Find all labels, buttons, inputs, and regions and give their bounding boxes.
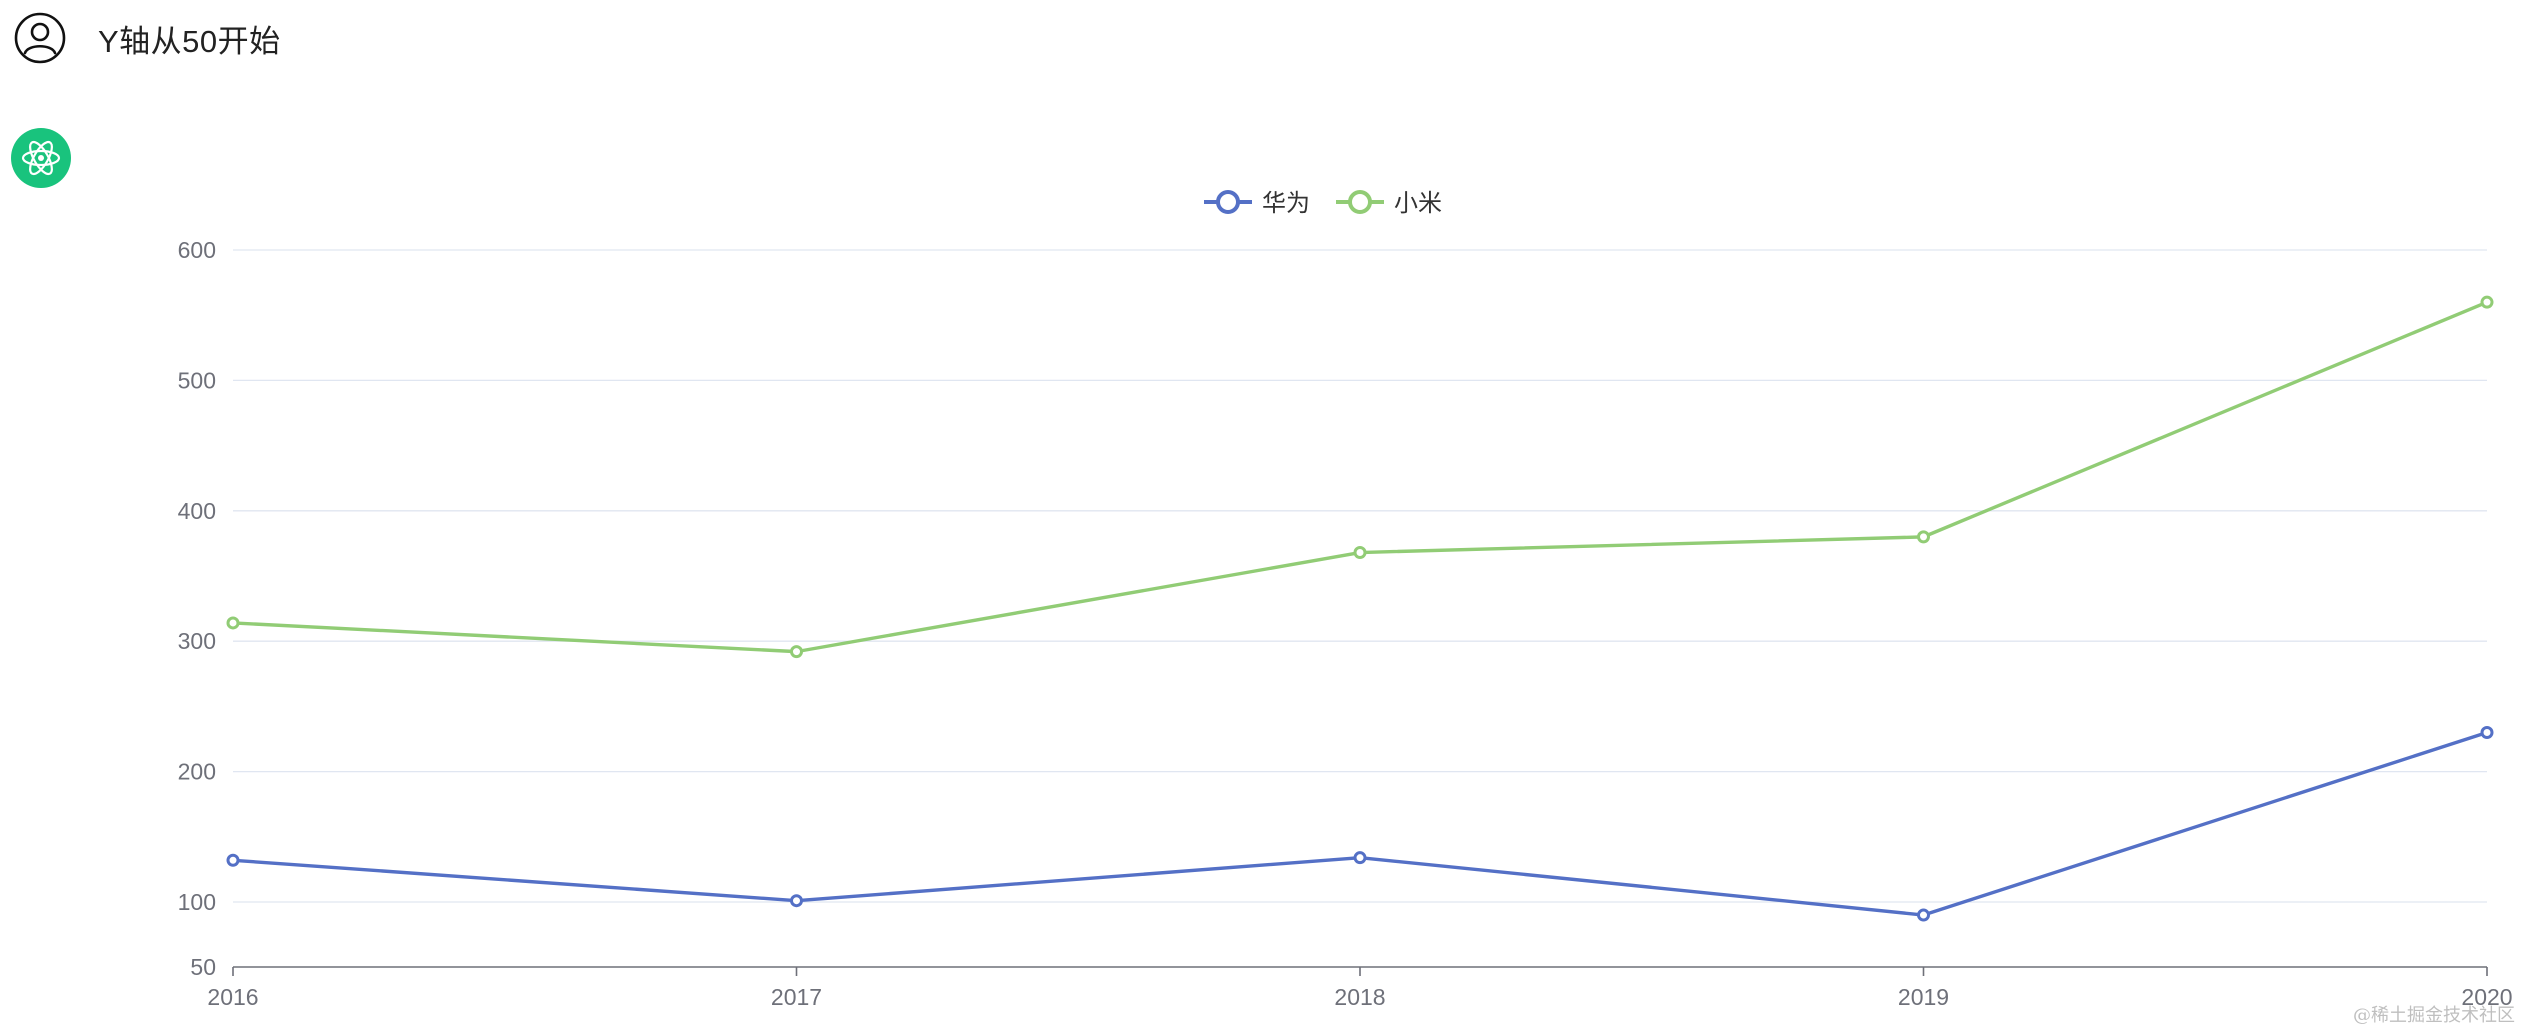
legend-label-0[interactable]: 华为	[1262, 190, 1310, 217]
data-point[interactable]	[790, 894, 803, 908]
data-point[interactable]	[2480, 295, 2494, 309]
y-tick-label: 600	[178, 237, 216, 263]
y-tick-label: 300	[178, 628, 216, 654]
legend-marker-1[interactable]	[1348, 190, 1372, 214]
data-point[interactable]	[1353, 851, 1367, 865]
user-prompt-text: Y轴从50开始	[98, 23, 281, 59]
data-point[interactable]	[1917, 530, 1930, 544]
x-tick-label: 2018	[1334, 984, 1385, 1010]
y-tick-label: 500	[178, 367, 216, 393]
data-point[interactable]	[790, 645, 803, 659]
y-tick-label: 200	[178, 759, 216, 785]
assistant-avatar	[11, 128, 71, 188]
user-circle-icon	[14, 12, 66, 64]
user-message: Y轴从50开始	[14, 12, 281, 64]
x-tick-label: 2016	[207, 984, 258, 1010]
data-point[interactable]	[226, 616, 240, 630]
x-tick-label: 2019	[1898, 984, 1949, 1010]
x-tick-label: 2020	[2461, 984, 2512, 1010]
data-point[interactable]	[2480, 725, 2494, 739]
data-point[interactable]	[226, 853, 240, 867]
watermark: @稀土掘金技术社区	[2353, 1005, 2515, 1026]
data-point[interactable]	[1917, 908, 1930, 922]
legend-label-1[interactable]: 小米	[1394, 190, 1442, 217]
atom-icon	[21, 140, 61, 176]
series-line-0	[231, 730, 2489, 917]
y-tick-label: 50	[190, 954, 216, 980]
y-tick-label: 400	[178, 498, 216, 524]
legend-marker-0[interactable]	[1216, 190, 1240, 214]
series-line-1	[231, 300, 2489, 654]
data-point[interactable]	[1353, 546, 1367, 560]
x-tick-label: 2017	[771, 984, 822, 1010]
y-tick-label: 100	[178, 889, 216, 915]
